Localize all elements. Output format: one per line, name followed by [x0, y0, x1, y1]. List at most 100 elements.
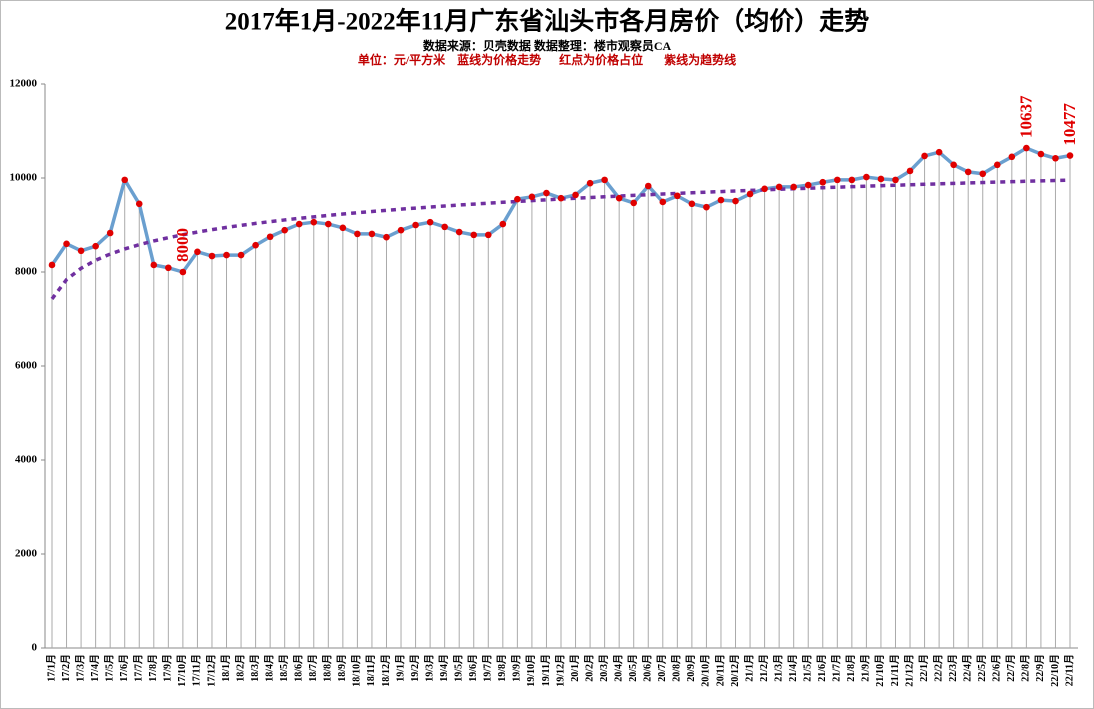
- y-tick-label: 12000: [10, 78, 38, 90]
- x-tick-label: 22/1月: [918, 654, 930, 682]
- x-tick-label: 22/4月: [961, 654, 973, 682]
- price-marker: [252, 241, 259, 249]
- x-tick-label: 22/8月: [1020, 654, 1032, 682]
- price-marker: [339, 224, 347, 232]
- price-marker: [804, 181, 812, 189]
- price-marker: [383, 233, 390, 241]
- price-marker: [194, 248, 201, 256]
- x-tick-label: 20/3月: [598, 654, 610, 682]
- x-tick-label: 20/7月: [656, 654, 668, 682]
- price-marker: [121, 176, 129, 184]
- price-marker: [732, 197, 739, 205]
- x-tick-label: 19/8月: [496, 654, 508, 682]
- price-marker: [557, 194, 565, 202]
- x-tick-label: 20/4月: [612, 654, 624, 682]
- x-tick-label: 20/2月: [583, 654, 595, 682]
- price-marker: [761, 185, 768, 193]
- y-tick-label: 10000: [10, 172, 38, 184]
- x-tick-label: 21/12月: [903, 654, 915, 687]
- price-marker: [63, 240, 70, 248]
- x-tick-label: 21/9月: [860, 654, 872, 682]
- x-tick-label: 17/9月: [162, 654, 174, 682]
- x-tick-label: 17/3月: [74, 654, 86, 682]
- price-marker: [325, 220, 332, 228]
- x-tick-label: 19/7月: [482, 654, 494, 682]
- x-tick-label: 20/8月: [671, 654, 683, 682]
- x-tick-label: 19/6月: [467, 654, 479, 682]
- price-marker: [48, 261, 56, 269]
- price-marker: [106, 229, 114, 237]
- x-tick-label: 22/11月: [1063, 654, 1075, 686]
- y-tick-label: 6000: [15, 360, 38, 372]
- price-marker: [368, 230, 376, 238]
- x-tick-label: 21/7月: [831, 654, 843, 682]
- price-marker: [150, 261, 158, 269]
- x-tick-label: 20/5月: [627, 654, 639, 682]
- x-tick-label: 18/12月: [380, 654, 392, 687]
- x-tick-label: 17/8月: [147, 654, 159, 682]
- x-tick-label: 21/11月: [889, 654, 901, 686]
- price-marker: [746, 190, 754, 198]
- price-marker: [354, 230, 361, 238]
- x-tick-label: 20/9月: [685, 654, 697, 682]
- price-marker: [135, 200, 143, 208]
- x-tick-label: 19/4月: [438, 654, 450, 682]
- x-tick-label: 17/11月: [191, 654, 203, 686]
- x-tick-label: 17/4月: [89, 654, 101, 682]
- x-tick-label: 21/3月: [772, 654, 784, 682]
- price-marker: [281, 226, 288, 234]
- x-tick-label: 18/11月: [365, 654, 377, 686]
- price-marker: [223, 251, 230, 259]
- x-tick-label: 17/6月: [118, 654, 130, 682]
- price-marker: [950, 161, 957, 169]
- x-tick-label: 18/9月: [336, 654, 348, 682]
- x-tick-label: 22/3月: [947, 654, 959, 682]
- price-marker: [514, 195, 521, 203]
- price-marker: [266, 233, 274, 241]
- y-tick-label: 8000: [15, 266, 38, 278]
- x-tick-label: 19/11月: [540, 654, 552, 686]
- price-marker: [644, 182, 652, 190]
- x-tick-label: 21/2月: [758, 654, 770, 682]
- price-marker: [630, 199, 638, 207]
- price-marker: [935, 148, 943, 156]
- price-marker: [659, 198, 667, 206]
- price-marker: [863, 173, 870, 181]
- x-tick-label: 21/4月: [787, 654, 799, 682]
- x-tick-label: 19/9月: [511, 654, 523, 682]
- x-tick-label: 19/1月: [394, 654, 406, 682]
- x-tick-label: 18/1月: [220, 654, 232, 682]
- price-marker: [586, 179, 594, 187]
- price-marker: [179, 268, 187, 276]
- x-tick-label: 21/5月: [802, 654, 814, 682]
- x-tick-label: 19/3月: [423, 654, 435, 682]
- x-tick-label: 18/3月: [249, 654, 261, 682]
- x-tick-label: 22/9月: [1034, 654, 1046, 682]
- price-marker: [499, 220, 507, 228]
- price-marker: [921, 152, 928, 160]
- price-marker: [674, 192, 681, 200]
- price-marker: [572, 191, 579, 199]
- x-tick-label: 22/10月: [1049, 654, 1061, 687]
- x-tick-label: 17/2月: [60, 654, 72, 682]
- price-marker: [295, 220, 303, 228]
- x-tick-label: 17/1月: [45, 654, 57, 682]
- price-marker: [484, 231, 492, 239]
- price-marker: [892, 176, 899, 184]
- x-tick-label: 18/6月: [293, 654, 305, 682]
- x-tick-label: 17/10月: [176, 654, 188, 687]
- price-marker: [993, 161, 1001, 169]
- price-marker: [819, 178, 827, 186]
- x-tick-label: 18/4月: [263, 654, 275, 682]
- price-marker: [310, 218, 318, 226]
- price-marker: [964, 168, 972, 176]
- price-marker: [703, 203, 710, 211]
- price-marker: [601, 176, 608, 184]
- x-tick-label: 18/2月: [234, 654, 246, 682]
- price-marker: [1037, 150, 1045, 158]
- price-marker: [237, 251, 245, 259]
- price-marker: [615, 194, 623, 202]
- x-tick-label: 17/12月: [205, 654, 217, 687]
- chart-title: 2017年1月-2022年11月广东省汕头市各月房价（均价）走势: [225, 7, 869, 36]
